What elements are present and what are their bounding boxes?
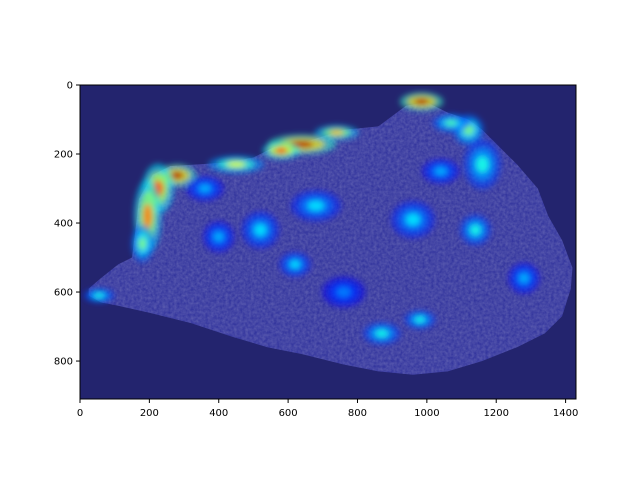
heat-core-20 xyxy=(414,316,426,323)
heat-core-16 xyxy=(254,223,267,237)
x-tick-label: 600 xyxy=(279,408,298,419)
y-tick-label: 400 xyxy=(54,219,73,230)
heat-core-24 xyxy=(198,184,212,193)
y-tick-label: 600 xyxy=(54,288,73,299)
y-tick-label: 200 xyxy=(54,150,73,161)
y-axis: 0 200 400 600 800 xyxy=(54,81,80,368)
heat-core-18 xyxy=(213,231,224,242)
x-axis: 0 200 400 600 800 1000 1200 1400 xyxy=(77,399,578,419)
x-tick-label: 1000 xyxy=(414,408,439,419)
y-tick-label: 0 xyxy=(67,81,73,92)
heat-core-14 xyxy=(434,167,447,176)
heat-core-3 xyxy=(329,130,344,136)
heat-core-2 xyxy=(274,147,288,154)
heat-core-10 xyxy=(444,119,458,127)
x-tick-label: 1200 xyxy=(483,408,508,419)
heat-core-22 xyxy=(336,286,351,298)
heat-core-13 xyxy=(405,213,421,226)
heat-core-17 xyxy=(289,260,301,269)
plot-area xyxy=(80,85,576,399)
heat-core-5 xyxy=(170,171,184,180)
heatmap-overlay xyxy=(83,92,540,345)
heat-core-4 xyxy=(226,161,246,168)
heat-core-7 xyxy=(143,203,153,229)
plot-frame xyxy=(79,84,577,400)
heat-core-8 xyxy=(138,237,147,250)
y-tick-label: 800 xyxy=(54,357,73,368)
x-tick-label: 200 xyxy=(140,408,159,419)
x-tick-label: 0 xyxy=(77,408,83,419)
heat-core-15 xyxy=(307,200,325,211)
heat-core-11 xyxy=(476,156,489,173)
x-tick-label: 1400 xyxy=(553,408,578,419)
heat-core-23 xyxy=(93,292,105,298)
x-tick-label: 800 xyxy=(348,408,367,419)
heat-core-19 xyxy=(375,329,389,338)
heat-core-0 xyxy=(414,98,429,105)
heat-core-21 xyxy=(518,273,530,284)
x-tick-label: 400 xyxy=(209,408,228,419)
heat-core-12 xyxy=(470,224,481,236)
